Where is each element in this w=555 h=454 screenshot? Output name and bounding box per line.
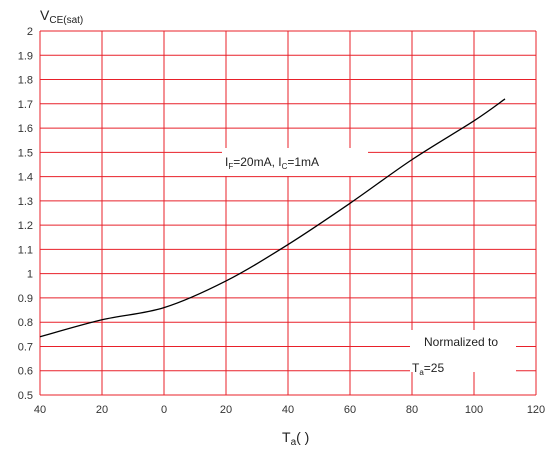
note-line-2: Ta=25 <box>412 361 444 377</box>
x-tick-label: 0 <box>161 404 167 416</box>
y-tick-label: 1.8 <box>18 75 33 87</box>
y-tick-label: 1.3 <box>18 196 33 208</box>
y-tick-labels: 0.5 0.6 0.7 0.8 0.9 1 1.1 1.2 1.3 1.4 1.5 1.6 1.7 1.8… <box>18 26 33 402</box>
annotation-box <box>222 148 368 176</box>
x-tick-labels: 40 20 0 20 40 60 80 100 120 <box>34 404 545 416</box>
x-tick-label: 20 <box>96 404 108 416</box>
y-tick-label: 0.7 <box>18 341 33 353</box>
x-tick-label: 120 <box>527 404 545 416</box>
x-tick-label: 80 <box>406 404 418 416</box>
y-tick-label: 0.6 <box>18 366 33 378</box>
x-tick-label: 40 <box>282 404 294 416</box>
condition-annotation: IF=20mA, IC=1mA <box>225 155 319 171</box>
y-tick-label: 1.1 <box>18 244 33 256</box>
y-tick-label: 0.8 <box>18 317 33 329</box>
y-tick-label: 0.5 <box>18 390 33 402</box>
x-tick-label: 100 <box>465 404 483 416</box>
note-line-1: Normalized to <box>424 335 498 349</box>
y-tick-label: 1 <box>27 269 33 281</box>
y-tick-label: 1.5 <box>18 147 33 159</box>
y-tick-label: 1.6 <box>18 123 33 135</box>
series-line <box>39 98 506 338</box>
y-tick-label: 1.7 <box>18 99 33 111</box>
y-tick-label: 0.9 <box>18 293 33 305</box>
y-tick-label: 2 <box>27 26 33 38</box>
x-tick-label: 40 <box>34 404 46 416</box>
y-tick-label: 1.4 <box>18 172 33 184</box>
y-tick-label: 1.2 <box>18 220 33 232</box>
note-box <box>410 330 516 372</box>
grid <box>39 30 537 396</box>
x-tick-label: 60 <box>344 404 356 416</box>
x-tick-label: 20 <box>220 404 232 416</box>
x-axis-label: Ta( ) <box>282 429 309 448</box>
y-axis-label: VCE(sat) <box>40 7 83 26</box>
series-layer <box>39 98 506 338</box>
y-tick-label: 1.9 <box>18 50 33 62</box>
